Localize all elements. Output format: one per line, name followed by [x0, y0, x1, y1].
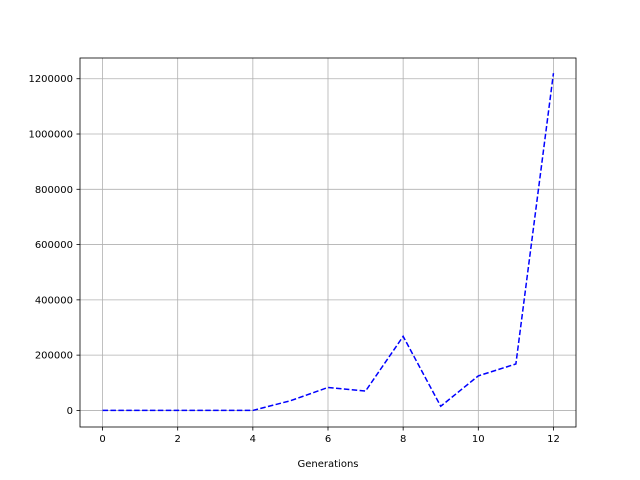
y-tick-label: 400000 — [35, 295, 73, 306]
x-tick-label: 6 — [325, 434, 331, 445]
y-tick-label: 1200000 — [28, 74, 73, 85]
x-tick-label: 0 — [99, 434, 105, 445]
y-tick-label: 0 — [67, 406, 73, 417]
x-tick-label: 2 — [175, 434, 181, 445]
x-axis-ticks: 0 2 4 6 8 10 12 — [99, 427, 560, 445]
y-tick-label: 1000000 — [28, 130, 73, 141]
y-axis-ticks: 0 200000 400000 600000 800000 1000000 1200000 — [28, 74, 80, 417]
y-tick-label: 200000 — [35, 351, 73, 362]
y-tick-label: 800000 — [35, 185, 73, 196]
grid — [80, 58, 576, 427]
y-tick-label: 600000 — [35, 240, 73, 251]
x-tick-label: 8 — [400, 434, 406, 445]
series-layer — [102, 73, 555, 412]
x-axis-label: Generations — [298, 459, 359, 470]
x-tick-label: 12 — [547, 434, 560, 445]
x-tick-label: 4 — [250, 434, 256, 445]
series-line-0 — [102, 73, 555, 412]
x-tick-label: 10 — [472, 434, 485, 445]
